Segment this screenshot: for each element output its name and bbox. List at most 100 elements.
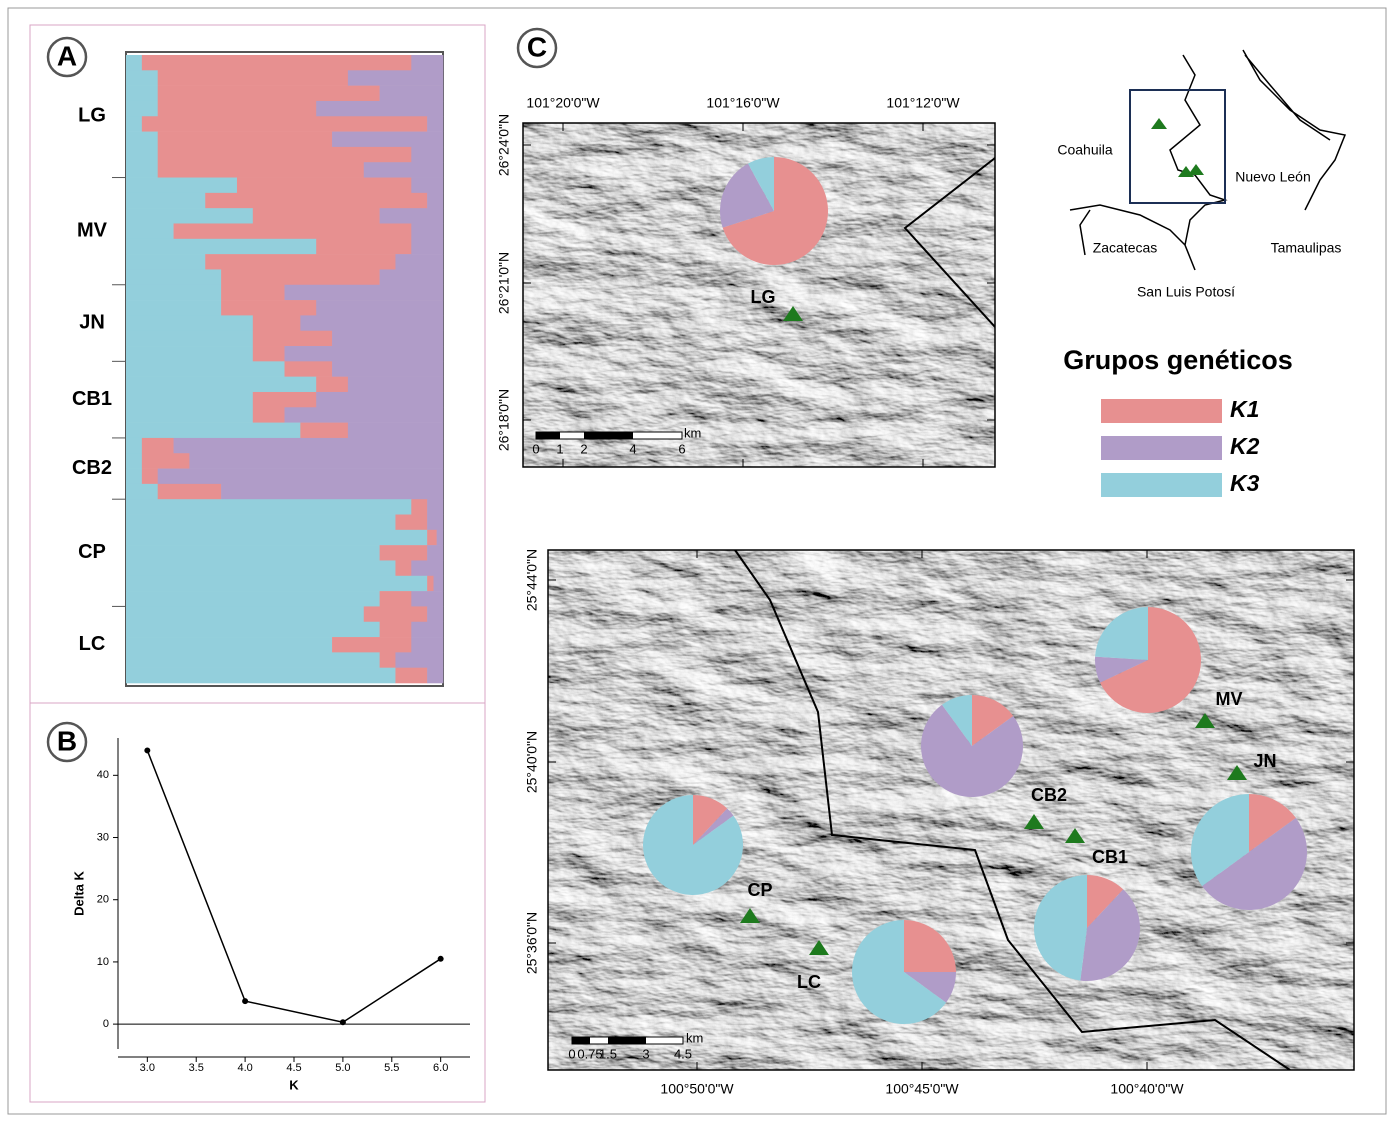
ancestry-bar xyxy=(158,132,333,148)
x-tick-label: 4.5 xyxy=(286,1062,301,1074)
site-label: LC xyxy=(797,972,821,992)
population-label: LG xyxy=(78,105,106,127)
ancestry-bar xyxy=(285,407,444,423)
delta-k-point xyxy=(340,1019,346,1025)
ancestry-bar xyxy=(348,377,443,393)
ancestry-bar xyxy=(395,515,427,531)
ancestry-bar xyxy=(126,361,285,377)
y-tick-label: 40 xyxy=(97,769,109,781)
longitude-label: 101°20'0"W xyxy=(526,95,600,111)
ancestry-bar xyxy=(395,668,427,684)
legend-swatch xyxy=(1101,399,1222,423)
ancestry-bar xyxy=(126,300,221,316)
ancestry-bar xyxy=(126,591,380,607)
population-label: CP xyxy=(78,541,106,563)
ancestry-bar xyxy=(427,515,443,531)
population-label: LC xyxy=(79,633,106,655)
ancestry-bar xyxy=(253,407,285,423)
y-tick-label: 10 xyxy=(97,956,109,968)
ancestry-bar xyxy=(221,269,380,285)
scale-unit: km xyxy=(686,1030,703,1045)
ancestry-bar xyxy=(126,515,396,531)
ancestry-bar xyxy=(411,178,443,194)
ancestry-bar xyxy=(411,147,443,163)
ancestry-bar xyxy=(221,285,285,301)
ancestry-bar xyxy=(427,576,434,592)
ancestry-bar xyxy=(126,346,253,362)
ancestry-bar xyxy=(158,101,317,117)
legend-label: K1 xyxy=(1230,396,1259,422)
delta-k-point xyxy=(242,998,248,1004)
latitude-label: 26°21'0"N xyxy=(496,252,512,314)
ancestry-bar xyxy=(126,285,221,301)
ancestry-bar xyxy=(237,178,412,194)
scale-label: 0 xyxy=(532,441,539,456)
ancestry-bar xyxy=(126,438,142,454)
ancestry-bar xyxy=(126,453,142,469)
ancestry-bar xyxy=(126,668,396,684)
ancestry-bar xyxy=(364,162,444,178)
state-label: Tamaulipas xyxy=(1271,240,1342,256)
ancestry-bar xyxy=(126,499,412,515)
delta-k-line xyxy=(147,750,440,1022)
scale-bar-segment xyxy=(536,432,560,439)
site-label: MV xyxy=(1216,689,1243,709)
legend-label: K2 xyxy=(1230,433,1260,459)
ancestry-bar xyxy=(316,392,443,408)
ancestry-bar xyxy=(411,239,443,255)
ancestry-bar xyxy=(411,223,443,239)
latitude-label: 26°18'0"N xyxy=(496,389,512,451)
ancestry-bar xyxy=(285,346,444,362)
scale-bar-segment xyxy=(608,1037,646,1044)
ancestry-bar xyxy=(427,193,443,209)
x-tick-label: 5.5 xyxy=(384,1062,399,1074)
ancestry-bar xyxy=(411,622,443,638)
legend-label: K3 xyxy=(1230,470,1260,496)
ancestry-bar xyxy=(380,622,412,638)
ancestry-bar xyxy=(126,116,142,132)
ancestry-bar xyxy=(126,193,206,209)
ancestry-bar xyxy=(316,300,443,316)
ancestry-bar xyxy=(158,86,380,102)
longitude-label: 100°45'0"W xyxy=(885,1081,959,1097)
ancestry-bar xyxy=(126,101,158,117)
ancestry-bar xyxy=(205,254,396,270)
ancestry-bar xyxy=(316,377,348,393)
ancestry-bar xyxy=(142,55,412,71)
legend-title: Grupos genéticos xyxy=(1063,345,1293,375)
scale-label: 1 xyxy=(556,441,563,456)
ancestry-bar xyxy=(142,469,158,485)
ancestry-bar xyxy=(126,652,380,668)
latitude-label: 25°36'0"N xyxy=(524,912,540,974)
ancestry-bar xyxy=(380,269,444,285)
y-tick-label: 30 xyxy=(97,831,109,843)
site-label: JN xyxy=(1253,751,1276,771)
x-tick-label: 6.0 xyxy=(433,1062,448,1074)
population-label: JN xyxy=(79,311,105,333)
ancestry-bar xyxy=(380,208,444,224)
site-label: CB1 xyxy=(1092,847,1128,867)
inset-map xyxy=(1070,50,1345,270)
ancestry-bar xyxy=(126,239,317,255)
ancestry-bar xyxy=(316,239,411,255)
ancestry-bar xyxy=(126,423,301,439)
longitude-label: 100°40'0"W xyxy=(1110,1081,1184,1097)
ancestry-bar xyxy=(316,101,443,117)
longitude-label: 101°16'0"W xyxy=(706,95,780,111)
x-tick-label: 4.0 xyxy=(237,1062,252,1074)
ancestry-bar xyxy=(411,591,443,607)
ancestry-bar xyxy=(126,178,237,194)
x-tick-label: 3.5 xyxy=(189,1062,204,1074)
ancestry-bar xyxy=(285,285,444,301)
ancestry-bar xyxy=(126,392,253,408)
scale-label: 0 xyxy=(568,1046,575,1061)
ancestry-bar xyxy=(395,560,411,576)
ancestry-bar xyxy=(126,606,364,622)
ancestry-bar xyxy=(332,637,412,653)
ancestry-bar xyxy=(427,116,443,132)
ancestry-bar xyxy=(253,331,333,347)
ancestry-bar xyxy=(126,576,427,592)
ancestry-bar xyxy=(126,331,253,347)
site-label: CP xyxy=(747,880,772,900)
delta-k-point xyxy=(438,956,444,962)
